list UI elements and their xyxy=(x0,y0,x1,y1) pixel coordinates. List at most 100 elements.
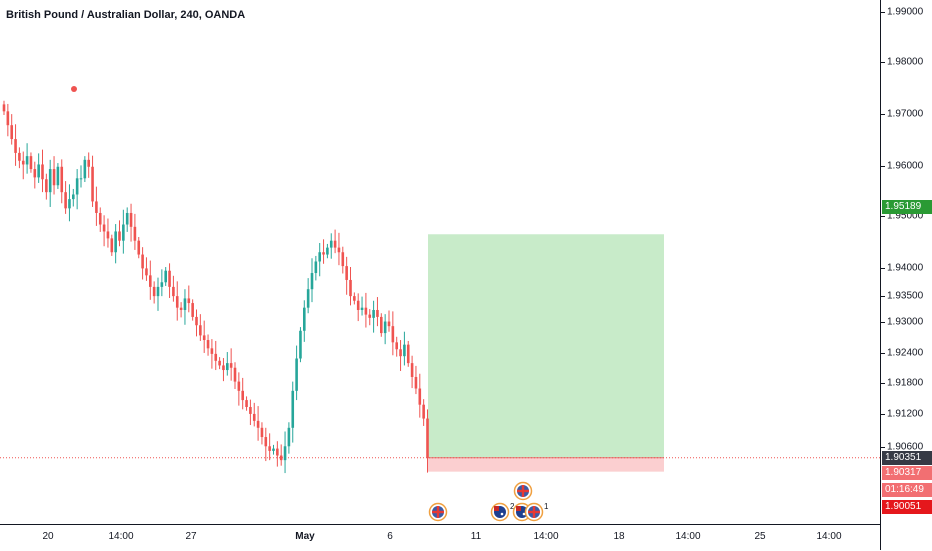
candle-body[interactable] xyxy=(183,298,187,310)
candle-body[interactable] xyxy=(68,199,71,209)
candle-body[interactable] xyxy=(133,226,137,241)
uk-flag-icon[interactable]: 1 xyxy=(524,502,550,522)
candle-body[interactable] xyxy=(295,358,298,391)
candle-body[interactable] xyxy=(125,212,129,225)
candle-body[interactable] xyxy=(114,231,117,253)
candle-body[interactable] xyxy=(264,437,268,447)
candle-body[interactable] xyxy=(383,321,387,334)
candle-body[interactable] xyxy=(41,164,44,180)
candle-body[interactable] xyxy=(18,152,21,161)
profit-zone[interactable] xyxy=(428,234,664,458)
candle-body[interactable] xyxy=(145,268,148,276)
candle-body[interactable] xyxy=(2,104,6,112)
candle-body[interactable] xyxy=(326,247,329,255)
candle-body[interactable] xyxy=(318,252,321,262)
candlestick-chart[interactable]: 221 xyxy=(0,0,880,524)
candle-body[interactable] xyxy=(406,344,410,364)
candle-body[interactable] xyxy=(60,166,64,193)
candle-body[interactable] xyxy=(29,156,33,170)
candle-body[interactable] xyxy=(233,367,237,382)
candle-body[interactable] xyxy=(179,307,183,310)
candle-body[interactable] xyxy=(175,296,179,308)
candle-body[interactable] xyxy=(152,286,156,297)
candle-body[interactable] xyxy=(360,307,364,310)
chart-plot-area[interactable]: 221 xyxy=(0,0,880,524)
candle-body[interactable] xyxy=(87,159,90,167)
candle-body[interactable] xyxy=(91,166,94,202)
candle-body[interactable] xyxy=(229,363,233,368)
uk-flag-icon[interactable] xyxy=(513,481,533,501)
candle-body[interactable] xyxy=(14,139,17,153)
candle-body[interactable] xyxy=(52,169,56,186)
candle-body[interactable] xyxy=(25,156,29,165)
candle-body[interactable] xyxy=(210,348,214,354)
candle-body[interactable] xyxy=(122,224,125,241)
uk-flag-icon[interactable] xyxy=(428,502,448,522)
candle-body[interactable] xyxy=(45,179,48,193)
candle-body[interactable] xyxy=(199,325,202,336)
candle-body[interactable] xyxy=(106,231,110,239)
candle-body[interactable] xyxy=(149,275,152,287)
candle-body[interactable] xyxy=(237,381,241,391)
candle-body[interactable] xyxy=(356,300,360,310)
candle-body[interactable] xyxy=(226,363,229,371)
candle-body[interactable] xyxy=(33,169,37,178)
candle-body[interactable] xyxy=(279,455,283,461)
candle-body[interactable] xyxy=(172,286,175,297)
candle-body[interactable] xyxy=(353,296,356,301)
candle-body[interactable] xyxy=(329,240,333,248)
candle-body[interactable] xyxy=(303,307,306,331)
candle-body[interactable] xyxy=(310,273,314,290)
australia-flag-icon[interactable]: 2 xyxy=(490,502,516,522)
candle-body[interactable] xyxy=(299,330,302,359)
candle-body[interactable] xyxy=(341,252,345,267)
candle-body[interactable] xyxy=(422,404,425,419)
candle-body[interactable] xyxy=(191,303,194,317)
candle-body[interactable] xyxy=(56,166,60,186)
candle-body[interactable] xyxy=(72,194,75,200)
candle-body[interactable] xyxy=(241,390,244,401)
candle-body[interactable] xyxy=(79,178,83,180)
candle-body[interactable] xyxy=(314,261,318,274)
candle-body[interactable] xyxy=(368,314,372,318)
candle-body[interactable] xyxy=(222,365,225,371)
candle-body[interactable] xyxy=(202,335,206,341)
candle-body[interactable] xyxy=(345,266,348,280)
candle-body[interactable] xyxy=(245,400,248,408)
candle-body[interactable] xyxy=(75,178,79,195)
candle-body[interactable] xyxy=(249,407,252,414)
candle-body[interactable] xyxy=(426,418,429,458)
candle-body[interactable] xyxy=(110,238,114,253)
time-axis[interactable]: 20 14:00 27 May 6 11 14:00 18 14:00 25 14:00 xyxy=(0,524,880,551)
candle-body[interactable] xyxy=(403,344,406,357)
candle-body[interactable] xyxy=(252,413,256,421)
candle-body[interactable] xyxy=(399,349,402,357)
candle-body[interactable] xyxy=(129,212,133,227)
candle-body[interactable] xyxy=(95,201,98,213)
candle-body[interactable] xyxy=(418,388,422,405)
candle-body[interactable] xyxy=(364,307,368,315)
candle-body[interactable] xyxy=(349,279,352,297)
candle-body[interactable] xyxy=(137,240,141,255)
candle-body[interactable] xyxy=(256,420,260,428)
candle-body[interactable] xyxy=(268,446,271,451)
price-axis[interactable]: 1.99000 1.98000 1.97000 1.96000 1.95000 1.940… xyxy=(880,0,932,550)
candle-body[interactable] xyxy=(206,340,210,349)
candle-body[interactable] xyxy=(21,160,25,165)
candle-body[interactable] xyxy=(214,353,218,361)
candle-body[interactable] xyxy=(387,321,391,327)
candle-body[interactable] xyxy=(272,448,275,451)
stop-loss-zone[interactable] xyxy=(428,457,664,472)
candle-body[interactable] xyxy=(337,247,341,253)
candle-body[interactable] xyxy=(141,254,144,269)
candle-body[interactable] xyxy=(306,289,310,308)
candle-body[interactable] xyxy=(187,298,191,304)
candle-body[interactable] xyxy=(218,360,221,366)
candle-body[interactable] xyxy=(156,286,160,297)
candle-body[interactable] xyxy=(372,309,375,318)
candle-body[interactable] xyxy=(102,224,106,232)
candle-body[interactable] xyxy=(164,270,167,283)
candle-body[interactable] xyxy=(83,159,87,179)
candle-body[interactable] xyxy=(260,427,264,438)
candle-body[interactable] xyxy=(276,448,279,456)
